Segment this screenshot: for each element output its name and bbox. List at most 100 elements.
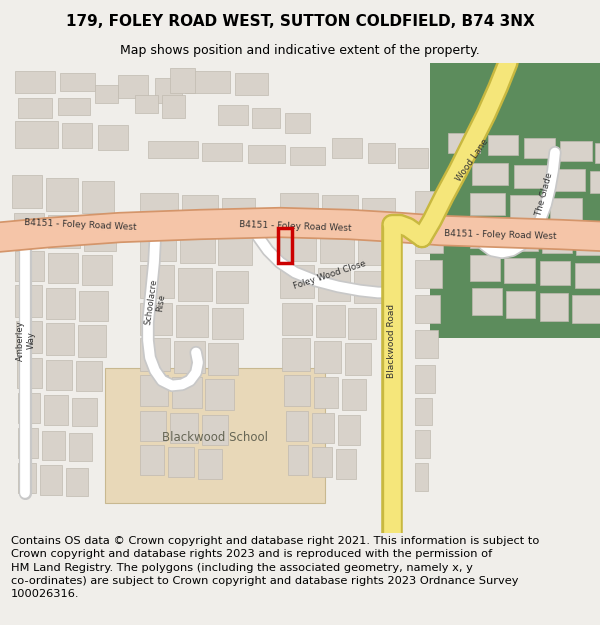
Polygon shape — [348, 308, 376, 339]
Polygon shape — [510, 194, 545, 218]
Polygon shape — [15, 121, 58, 148]
Polygon shape — [170, 68, 195, 92]
Text: Blackwood Road: Blackwood Road — [388, 303, 397, 378]
Polygon shape — [46, 288, 75, 319]
Polygon shape — [118, 74, 148, 98]
Polygon shape — [18, 392, 40, 422]
Text: Map shows position and indicative extent of the property.: Map shows position and indicative extent… — [120, 44, 480, 57]
Polygon shape — [280, 264, 314, 298]
Polygon shape — [506, 224, 538, 251]
Polygon shape — [398, 148, 428, 168]
Text: B4151 - Foley Road West: B4151 - Foley Road West — [443, 229, 556, 241]
Polygon shape — [18, 98, 52, 118]
Polygon shape — [470, 192, 505, 214]
Polygon shape — [248, 144, 285, 162]
Polygon shape — [15, 251, 44, 281]
Polygon shape — [58, 98, 90, 114]
Polygon shape — [550, 198, 582, 221]
Polygon shape — [576, 231, 600, 254]
Polygon shape — [542, 228, 572, 253]
Polygon shape — [202, 142, 242, 161]
Polygon shape — [280, 228, 316, 261]
Polygon shape — [140, 228, 176, 261]
Text: Amberley
Way: Amberley Way — [16, 320, 36, 361]
Text: Schoolacre
Rise: Schoolacre Rise — [143, 278, 169, 327]
Polygon shape — [472, 288, 502, 314]
Polygon shape — [504, 258, 535, 282]
Polygon shape — [540, 292, 568, 321]
Polygon shape — [212, 308, 243, 339]
Polygon shape — [178, 268, 212, 301]
Text: Wood Lane: Wood Lane — [454, 138, 490, 184]
Polygon shape — [82, 254, 112, 284]
Polygon shape — [282, 338, 310, 371]
Polygon shape — [415, 462, 428, 491]
Polygon shape — [14, 213, 44, 244]
Polygon shape — [432, 62, 600, 326]
Polygon shape — [342, 379, 366, 409]
Polygon shape — [46, 322, 74, 354]
Polygon shape — [312, 446, 332, 476]
Polygon shape — [314, 341, 341, 372]
Polygon shape — [66, 468, 88, 496]
Polygon shape — [554, 169, 585, 191]
Polygon shape — [316, 304, 345, 336]
Text: Foley Wood Close: Foley Wood Close — [293, 259, 367, 291]
Polygon shape — [82, 181, 114, 213]
Polygon shape — [415, 259, 442, 288]
Polygon shape — [415, 398, 432, 424]
Polygon shape — [470, 222, 502, 248]
Polygon shape — [44, 394, 68, 424]
Polygon shape — [415, 191, 445, 218]
Polygon shape — [105, 368, 325, 503]
Polygon shape — [320, 231, 354, 262]
Polygon shape — [488, 134, 518, 154]
Polygon shape — [205, 379, 234, 409]
Polygon shape — [48, 214, 80, 248]
Polygon shape — [280, 192, 318, 222]
Polygon shape — [415, 224, 443, 253]
Polygon shape — [62, 122, 92, 148]
Polygon shape — [415, 429, 430, 458]
Polygon shape — [286, 411, 308, 441]
Polygon shape — [98, 124, 128, 149]
Polygon shape — [46, 359, 72, 389]
Polygon shape — [84, 217, 116, 251]
Polygon shape — [575, 262, 600, 288]
Polygon shape — [48, 253, 78, 282]
Polygon shape — [218, 104, 248, 124]
Polygon shape — [18, 462, 36, 492]
Text: Contains OS data © Crown copyright and database right 2021. This information is : Contains OS data © Crown copyright and d… — [11, 536, 539, 599]
Polygon shape — [155, 78, 182, 102]
Polygon shape — [288, 444, 308, 474]
Polygon shape — [140, 192, 178, 222]
Polygon shape — [60, 72, 95, 91]
Polygon shape — [415, 329, 438, 357]
Polygon shape — [506, 291, 535, 318]
Polygon shape — [174, 341, 205, 372]
Polygon shape — [170, 412, 198, 442]
Polygon shape — [182, 194, 218, 224]
Polygon shape — [72, 398, 97, 426]
Polygon shape — [524, 138, 555, 158]
Text: Blackwood School: Blackwood School — [162, 431, 268, 444]
Polygon shape — [140, 411, 166, 441]
Polygon shape — [368, 142, 395, 162]
Polygon shape — [172, 376, 202, 408]
Text: The Glade: The Glade — [534, 172, 554, 217]
Polygon shape — [46, 177, 78, 211]
Polygon shape — [332, 138, 362, 158]
Polygon shape — [140, 444, 164, 474]
Polygon shape — [430, 62, 600, 338]
Polygon shape — [338, 414, 360, 444]
Polygon shape — [185, 71, 230, 92]
Polygon shape — [148, 141, 198, 158]
Polygon shape — [140, 374, 168, 406]
Polygon shape — [470, 254, 500, 281]
Polygon shape — [312, 412, 334, 442]
Polygon shape — [362, 198, 395, 228]
Polygon shape — [17, 357, 42, 388]
Polygon shape — [358, 232, 390, 264]
Polygon shape — [318, 268, 350, 301]
Polygon shape — [595, 142, 600, 162]
